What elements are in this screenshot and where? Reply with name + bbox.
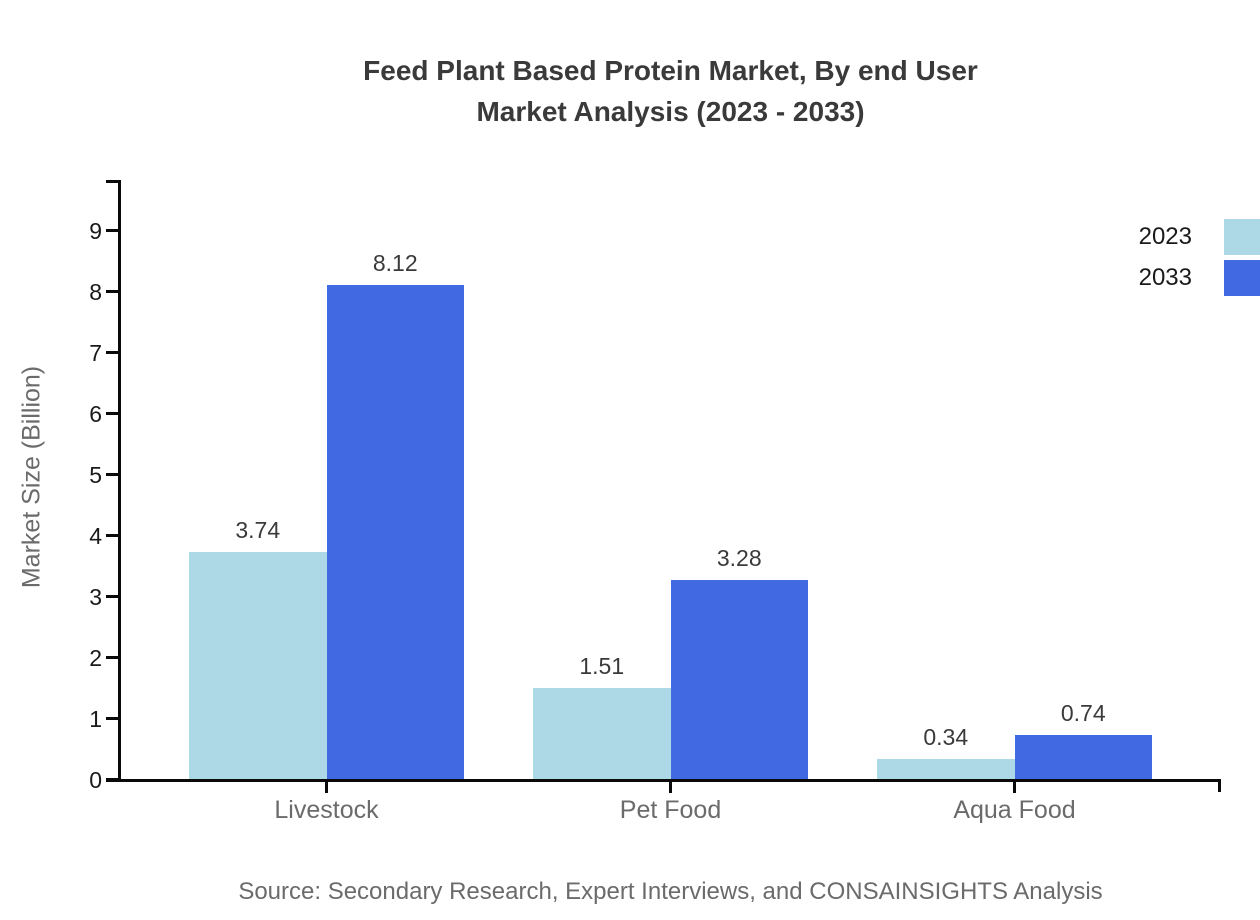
x-tick-label: Livestock	[274, 796, 379, 824]
x-axis-end-cap	[1218, 779, 1221, 792]
y-tick-line	[106, 534, 119, 537]
y-tick-label: 4	[89, 523, 102, 549]
x-tick-line	[325, 781, 328, 793]
bar-2033-livestock	[326, 284, 464, 780]
x-tick-label: Pet Food	[619, 796, 722, 824]
y-tick-label: 0	[89, 767, 102, 793]
y-tick-line	[106, 290, 119, 293]
chart-title-line-2: Market Analysis (2023 - 2033)	[476, 96, 865, 127]
y-axis-line	[118, 180, 121, 782]
legend-label-2033: 2033	[1138, 264, 1192, 291]
bar-2023-aqua-food	[877, 759, 1015, 780]
bar-value-label: 0.74	[1060, 699, 1106, 726]
bar-2033-pet-food	[670, 579, 808, 780]
y-tick-label: 8	[89, 279, 102, 305]
x-tick-line	[669, 781, 672, 793]
legend-swatch-2023	[1224, 219, 1260, 255]
x-tick-label: Aqua Food	[953, 796, 1076, 824]
y-tick-label: 3	[89, 584, 102, 610]
y-tick-label: 6	[89, 401, 102, 427]
bar-2023-livestock	[189, 551, 327, 780]
y-tick-line	[106, 717, 119, 720]
y-tick-label: 7	[89, 340, 102, 366]
chart-title: Feed Plant Based Protein Market, By end …	[120, 50, 1221, 132]
bar-2033-aqua-food	[1014, 734, 1152, 780]
y-tick-label: 1	[89, 706, 102, 732]
y-tick-line	[106, 412, 119, 415]
source-note: Source: Secondary Research, Expert Inter…	[238, 878, 1103, 905]
bar-value-label: 3.28	[716, 544, 762, 571]
bar-value-label: 1.51	[579, 652, 625, 679]
legend-entry-2023: 2023	[1139, 219, 1260, 255]
y-tick-line	[106, 351, 119, 354]
legend-swatch-2033	[1224, 260, 1260, 296]
legend-entry-2033: 2033	[1139, 260, 1260, 296]
y-tick-label: 2	[89, 645, 102, 671]
bar-value-label: 3.74	[235, 516, 281, 543]
x-axis-line	[106, 779, 1221, 782]
x-tick-line	[1013, 781, 1016, 793]
y-tick-label: 5	[89, 462, 102, 488]
legend-label-2023: 2023	[1138, 223, 1192, 250]
bar-2023-pet-food	[533, 687, 671, 780]
bar-value-label: 8.12	[372, 249, 418, 276]
y-axis-top-cap	[106, 180, 121, 183]
y-tick-line	[106, 656, 119, 659]
bar-value-label: 0.34	[923, 724, 969, 751]
y-tick-line	[106, 473, 119, 476]
y-tick-label: 9	[89, 218, 102, 244]
y-tick-line	[106, 595, 119, 598]
chart-title-line-1: Feed Plant Based Protein Market, By end …	[363, 55, 978, 86]
y-tick-line	[106, 229, 119, 232]
